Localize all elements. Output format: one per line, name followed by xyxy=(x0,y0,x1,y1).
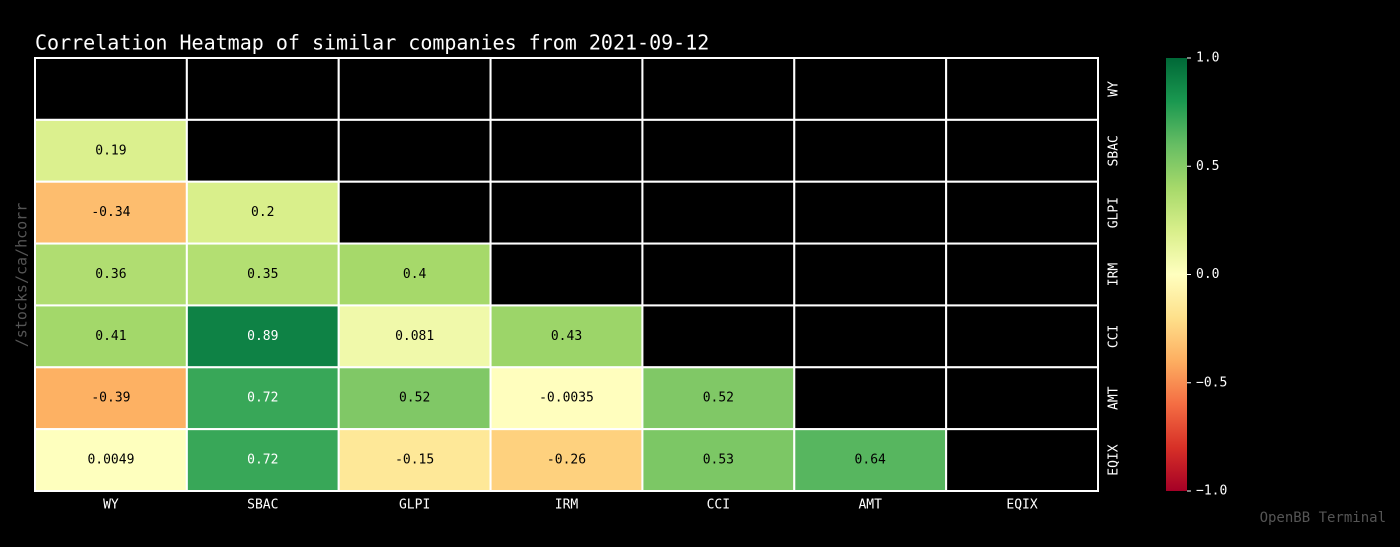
colorbar-tick-label: 0.5 xyxy=(1196,159,1219,174)
cell-label: 0.081 xyxy=(395,329,434,344)
cell-label: 0.52 xyxy=(703,391,734,406)
x-tick-label: GLPI xyxy=(399,498,430,513)
cell xyxy=(489,428,644,492)
cell-label: 0.89 xyxy=(247,329,278,344)
empty-cell xyxy=(641,304,796,369)
cell-label: 0.43 xyxy=(551,329,582,344)
empty-cell xyxy=(489,242,644,307)
cell-label: 0.64 xyxy=(855,453,886,468)
x-tick-label: AMT xyxy=(858,498,882,513)
empty-cell xyxy=(489,118,644,183)
cell-label: 0.53 xyxy=(703,453,734,468)
empty-cell xyxy=(641,57,796,121)
colorbar-tick-label: 1.0 xyxy=(1196,51,1219,66)
empty-cell xyxy=(793,366,948,431)
cell-label: 0.2 xyxy=(251,205,274,220)
y-tick-label: AMT xyxy=(1107,386,1122,410)
cell-label: 0.72 xyxy=(247,453,278,468)
cell xyxy=(185,428,340,492)
chart-title: Correlation Heatmap of similar companies… xyxy=(35,31,709,55)
watermark: OpenBB Terminal xyxy=(1260,510,1386,526)
colorbar-tick-label: 0.0 xyxy=(1196,267,1219,282)
cell xyxy=(185,180,340,245)
cell-label: 0.19 xyxy=(95,143,126,158)
y-tick-label: GLPI xyxy=(1107,197,1122,228)
x-tick-label: WY xyxy=(103,498,119,513)
cell-label: -0.26 xyxy=(547,453,586,468)
cell xyxy=(489,304,644,369)
empty-cell xyxy=(185,57,340,121)
colorbar xyxy=(1166,58,1187,491)
empty-cell xyxy=(641,118,796,183)
empty-cell xyxy=(945,118,1100,183)
cell-label: 0.4 xyxy=(403,267,427,282)
empty-cell xyxy=(793,180,948,245)
cell-label: -0.34 xyxy=(91,205,130,220)
cell xyxy=(489,366,644,431)
cell xyxy=(34,428,188,492)
y-tick-label: WY xyxy=(1107,81,1122,97)
empty-cell xyxy=(489,57,644,121)
empty-cell xyxy=(945,57,1100,121)
empty-cell xyxy=(945,304,1100,369)
empty-cell xyxy=(641,242,796,307)
empty-cell xyxy=(337,118,492,183)
y-tick-label: SBAC xyxy=(1107,135,1122,166)
empty-cell xyxy=(945,180,1100,245)
empty-cell xyxy=(945,242,1100,307)
cell xyxy=(185,366,340,431)
cell-label: 0.41 xyxy=(95,329,126,344)
cell-label: 0.0049 xyxy=(87,453,134,468)
cell-label: -0.15 xyxy=(395,453,434,468)
cell-label: 0.72 xyxy=(247,391,278,406)
cell xyxy=(337,366,492,431)
empty-cell xyxy=(793,304,948,369)
cell-label: -0.39 xyxy=(91,391,130,406)
cell xyxy=(34,180,188,245)
cell-label: 0.35 xyxy=(247,267,278,282)
empty-cell xyxy=(641,180,796,245)
cell-label: 0.36 xyxy=(95,267,126,282)
y-tick-label: EQIX xyxy=(1107,444,1122,475)
cell xyxy=(185,304,340,369)
side-label: /stocks/ca/hcorr xyxy=(13,203,31,348)
y-tick-label: CCI xyxy=(1107,325,1122,348)
empty-cell xyxy=(793,242,948,307)
cell-label: 0.52 xyxy=(399,391,430,406)
empty-cell xyxy=(34,57,188,121)
cell xyxy=(337,304,492,369)
empty-cell xyxy=(185,118,340,183)
x-tick-label: CCI xyxy=(707,498,730,513)
empty-cell xyxy=(945,428,1100,492)
empty-cell xyxy=(337,180,492,245)
cell-label: -0.0035 xyxy=(539,391,594,406)
colorbar-tick-label: −1.0 xyxy=(1196,484,1227,499)
x-tick-label: IRM xyxy=(555,498,579,513)
cell xyxy=(337,428,492,492)
cell xyxy=(641,366,796,431)
empty-cell xyxy=(945,366,1100,431)
colorbar-tick-label: −0.5 xyxy=(1196,375,1227,390)
cell xyxy=(793,428,948,492)
empty-cell xyxy=(337,57,492,121)
empty-cell xyxy=(489,180,644,245)
empty-cell xyxy=(793,57,948,121)
x-tick-label: EQIX xyxy=(1006,498,1037,513)
empty-cell xyxy=(793,118,948,183)
y-tick-label: IRM xyxy=(1107,263,1122,287)
cell xyxy=(34,118,188,183)
x-tick-label: SBAC xyxy=(247,498,278,513)
